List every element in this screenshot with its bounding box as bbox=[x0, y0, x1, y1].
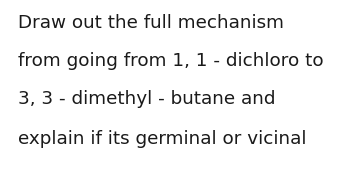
Text: 3, 3 - dimethyl - butane and: 3, 3 - dimethyl - butane and bbox=[18, 90, 275, 108]
Text: Draw out the full mechanism: Draw out the full mechanism bbox=[18, 14, 284, 32]
Text: explain if its germinal or vicinal: explain if its germinal or vicinal bbox=[18, 130, 307, 148]
Text: from going from 1, 1 - dichloro to: from going from 1, 1 - dichloro to bbox=[18, 52, 324, 70]
